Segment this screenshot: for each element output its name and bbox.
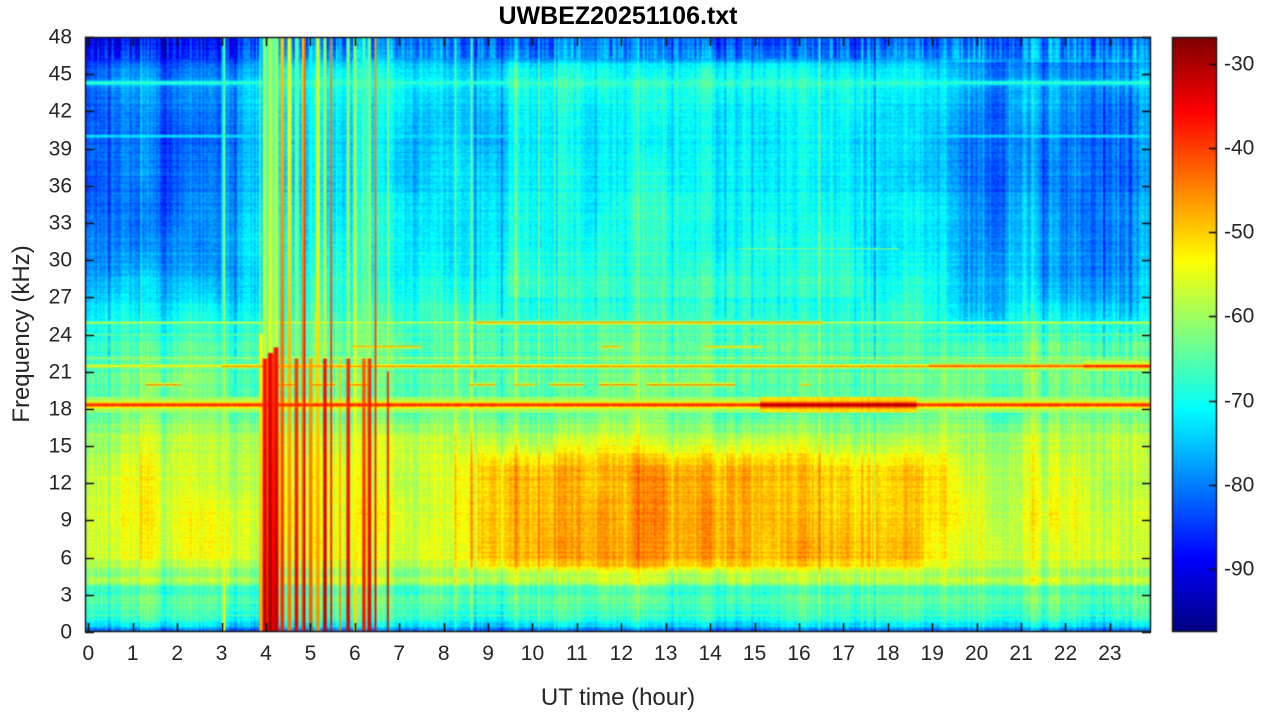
- y-tick-label: 18: [48, 397, 72, 421]
- y-tick-label: 33: [48, 211, 72, 235]
- x-tick-label: 14: [698, 642, 722, 665]
- y-tick-label: 36: [48, 174, 72, 198]
- x-axis-label: UT time (hour): [540, 684, 696, 711]
- x-tick-label: 13: [654, 642, 678, 665]
- y-tick-label: 48: [48, 25, 72, 49]
- colorbar-tick-label: -70: [1224, 389, 1255, 413]
- x-tick-label: 21: [1009, 642, 1033, 665]
- x-tick-label: 18: [876, 642, 900, 665]
- x-tick-label: 10: [520, 642, 545, 665]
- x-tick-label: 8: [437, 642, 450, 665]
- x-tick-label: 12: [609, 642, 634, 665]
- x-tick-label: 2: [171, 642, 183, 665]
- y-tick-label: 3: [60, 583, 72, 607]
- plot-title: UWBEZ20251106.txt: [498, 2, 738, 30]
- y-tick-label: 15: [48, 434, 72, 458]
- y-tick-label: 42: [48, 99, 72, 123]
- x-tick-label: 4: [260, 642, 272, 665]
- colorbar-tick-label: -90: [1224, 557, 1255, 581]
- x-tick-label: 23: [1098, 642, 1122, 665]
- y-tick-label: 27: [48, 285, 72, 309]
- y-tick-label: 12: [48, 471, 72, 495]
- y-tick-label: 39: [48, 137, 72, 161]
- colorbar-tick-label: -30: [1224, 52, 1255, 76]
- y-tick-label: 21: [48, 360, 72, 384]
- x-tick-label: 0: [82, 642, 95, 665]
- y-tick-label: 24: [48, 322, 72, 346]
- x-tick-label: 17: [831, 642, 856, 665]
- x-tick-label: 15: [742, 642, 767, 665]
- x-tick-label: 7: [393, 642, 406, 665]
- y-tick-label: 30: [48, 248, 72, 272]
- x-tick-label: 1: [126, 642, 139, 665]
- colorbar-tick-label: -50: [1224, 220, 1255, 244]
- x-tick-label: 20: [964, 642, 989, 665]
- x-tick-label: 3: [215, 642, 228, 665]
- y-tick-label: 45: [48, 62, 72, 86]
- x-tick-label: 11: [566, 642, 588, 665]
- y-tick-label: 9: [60, 508, 72, 532]
- colorbar-tick-label: -60: [1224, 304, 1255, 328]
- y-tick-label: 0: [60, 620, 72, 644]
- x-tick-label: 6: [348, 642, 361, 665]
- x-tick-label: 5: [304, 642, 317, 665]
- colorbar-tick-label: -80: [1224, 473, 1255, 497]
- x-tick-label: 22: [1053, 642, 1078, 665]
- x-tick-label: 19: [920, 642, 944, 665]
- x-tick-label: 9: [482, 642, 494, 665]
- y-tick-label: 6: [60, 546, 72, 570]
- x-tick-label: 16: [787, 642, 811, 665]
- colorbar-tick-label: -40: [1224, 136, 1255, 160]
